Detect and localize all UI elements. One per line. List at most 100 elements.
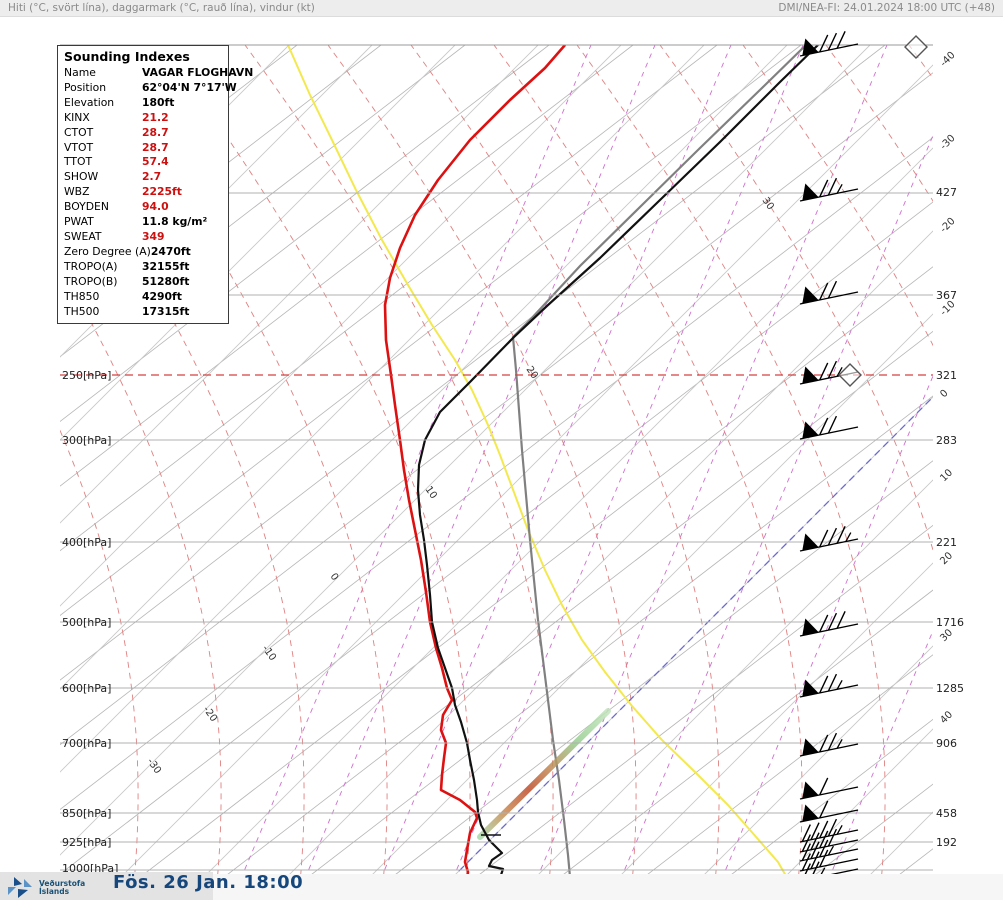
mixing-ratio-line <box>824 629 933 888</box>
wind-barb-shaft <box>799 809 859 823</box>
index-label: KINX <box>64 110 90 124</box>
isotherm-line <box>358 313 933 888</box>
index-label: Position <box>64 80 107 94</box>
table-rows: Name VAGAR FLOGHAVN Position 62°04'N 7°17'W… <box>64 66 253 319</box>
table-row: Name VAGAR FLOGHAVN <box>64 66 253 81</box>
isotherm-line <box>60 45 539 524</box>
wind-barb-feather <box>827 415 838 434</box>
wind-barb-feather <box>827 280 838 299</box>
wind-barb-feather <box>819 417 829 436</box>
index-value: 21.2 <box>142 110 169 124</box>
height-axis-label: 221 <box>936 536 957 549</box>
index-value: 349 <box>142 229 165 243</box>
table-row: TTOT 57.4 <box>64 155 222 170</box>
wind-barb-feather <box>819 675 829 694</box>
wind-barb-feather <box>810 822 820 841</box>
wind-barb-half-feather <box>836 739 843 749</box>
wind-barb-pennant <box>802 804 819 822</box>
pressure-axis-label: 600[hPa] <box>62 682 111 695</box>
header-right-source: DMI/NEA-FI: 24.01.2024 18:00 UTC (+48) <box>778 2 995 14</box>
index-label: WBZ <box>64 185 90 199</box>
tropopause-diamond-marker <box>838 363 862 387</box>
wind-barb-feather <box>819 820 829 839</box>
isotherm-line <box>60 45 456 441</box>
moist-adiabat-curve <box>493 45 803 888</box>
index-label: VTOT <box>64 140 94 154</box>
dry-adiabat-line <box>629 654 933 888</box>
table-row: BOYDEN 94.0 <box>64 200 222 215</box>
isotherm-line <box>275 230 933 888</box>
wind-barb-shaft <box>799 786 859 800</box>
table-row: TH850 4290ft <box>64 290 222 305</box>
wind-barb <box>799 415 859 440</box>
moist-adiabat-label: 0 <box>328 571 341 583</box>
wind-barb-feather <box>827 32 838 51</box>
index-label: TTOT <box>64 155 93 169</box>
wind-barb-feather <box>819 830 829 849</box>
moist-adiabat-curve <box>742 45 933 347</box>
isotherm-right-label: -20 <box>938 216 957 235</box>
wind-barb-feather <box>810 841 820 860</box>
dry-adiabat-line <box>125 266 933 888</box>
index-label: TROPO(A) <box>64 259 118 273</box>
table-row: Zero Degree (A) 2470ft <box>64 245 222 260</box>
wind-barb-feather <box>827 360 838 379</box>
mixing-ratio-line <box>376 45 732 888</box>
dry-adiabat-line <box>60 45 634 487</box>
wind-barb-pennant <box>802 533 819 551</box>
table-row: PWAT 11.8 kg/m² <box>64 215 222 230</box>
moist-adiabat-curve <box>659 45 933 553</box>
table-row: SHOW 2.7 <box>64 170 222 185</box>
wind-barb-feather <box>801 853 811 871</box>
wind-barb-feather <box>819 34 829 53</box>
dry-adiabat-line <box>60 201 933 875</box>
sounding-indexes-table: Sounding Indexes Name VAGAR FLOGHAVN Posit… <box>57 45 253 325</box>
isotherm-line <box>60 45 788 773</box>
wind-barb <box>799 732 859 757</box>
wind-barb-half-feather <box>845 532 852 542</box>
dry-adiabat-line <box>377 460 933 888</box>
wind-barb-feather <box>819 614 829 633</box>
icing-gradient-segment <box>477 708 611 840</box>
dry-adiabat-line <box>60 45 718 552</box>
table-row: VTOT 28.7 <box>64 141 222 156</box>
table-row: CTOT 28.7 <box>64 126 222 141</box>
dry-adiabat-line <box>713 718 933 888</box>
footer-bar <box>0 872 213 900</box>
index-value: 2.7 <box>142 170 162 184</box>
wind-barb-pennant <box>802 738 819 756</box>
wind-barb <box>799 280 859 305</box>
dry-adiabat-line <box>60 72 933 746</box>
isotherm-line <box>607 562 933 888</box>
index-label: Name <box>64 66 96 79</box>
wind-barb-pennant <box>802 421 819 439</box>
wind-barb-feather <box>819 179 829 198</box>
reference-yellow-curve <box>287 45 791 884</box>
index-value: 51280ft <box>142 274 190 288</box>
dry-adiabat-line <box>60 45 886 681</box>
index-value: 2225ft <box>142 185 182 199</box>
wind-barb <box>799 839 859 862</box>
wind-barb-half-feather <box>836 184 843 194</box>
dry-adiabat-line <box>461 524 933 888</box>
index-label: TROPO(B) <box>64 274 118 288</box>
wind-barb-feather <box>810 851 820 870</box>
index-label: BOYDEN <box>64 200 109 214</box>
dry-adiabat-line <box>60 45 802 616</box>
wind-barb-feather <box>819 734 829 753</box>
isotherm-right-label: 40 <box>938 709 955 726</box>
wind-barb-feather <box>819 362 829 381</box>
index-label: Zero Degree (A) <box>64 244 151 258</box>
index-value: VAGAR FLOGHAVN <box>142 66 254 79</box>
wind-barb-feather <box>819 777 829 796</box>
moist-adiabat-label: -10 <box>260 643 278 663</box>
index-value: 17315ft <box>142 304 190 318</box>
wind-barb-half-feather <box>836 825 843 835</box>
isotherm-line <box>524 479 933 888</box>
isotherm-right-label: -30 <box>938 133 957 152</box>
wind-barb <box>799 800 859 823</box>
table-row: KINX 21.2 <box>64 111 222 126</box>
height-axis-label: 367 <box>936 289 957 302</box>
isotherm-line <box>60 45 622 607</box>
